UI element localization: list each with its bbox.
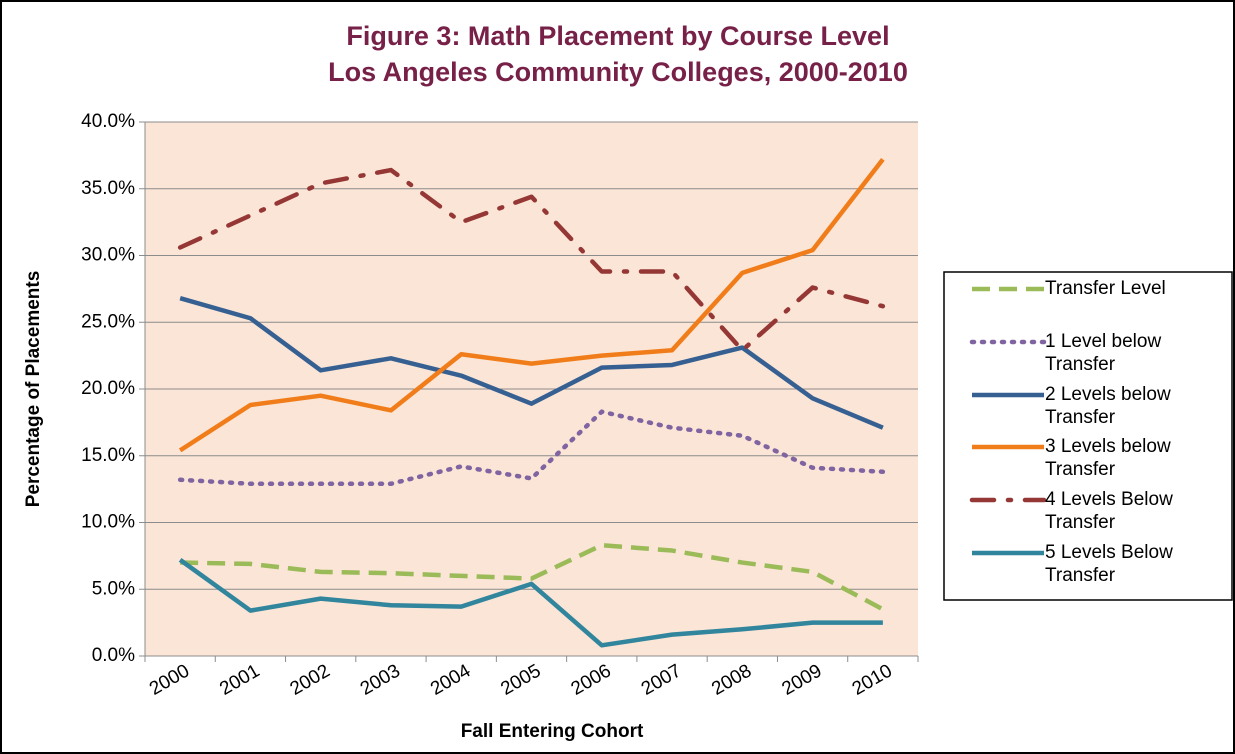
legend-box (943, 271, 1233, 601)
series-line (177, 167, 886, 353)
y-tick-label: 40.0% (81, 111, 135, 132)
series-line (178, 158, 885, 453)
legend-label: 4 Levels Below Transfer (1045, 489, 1173, 533)
y-tick-label: 35.0% (81, 178, 135, 199)
y-tick-label: 25.0% (81, 311, 135, 332)
x-axis-label: Fall Entering Cohort (461, 721, 644, 742)
y-tick-label: 0.0% (92, 645, 135, 666)
y-tick-label: 30.0% (81, 245, 135, 266)
legend-label: 5 Levels Below Transfer (1045, 542, 1173, 586)
y-tick-label: 10.0% (81, 512, 135, 533)
series-line (177, 409, 886, 487)
legend-label: Transfer Level (1045, 278, 1166, 299)
legend-label: 2 Levels below Transfer (1045, 384, 1171, 428)
y-axis-label: Percentage of Placements (23, 271, 44, 508)
legend-label: 1 Level below Transfer (1045, 331, 1162, 375)
y-tick-label: 5.0% (92, 578, 135, 599)
chart-title: Figure 3: Math Placement by Course Level (346, 21, 889, 51)
chart-subtitle: Los Angeles Community Colleges, 2000-201… (328, 57, 908, 87)
legend-label: 3 Levels below Transfer (1045, 436, 1171, 480)
series-line (180, 542, 884, 612)
y-tick-label: 15.0% (81, 445, 135, 466)
y-tick-label: 20.0% (81, 378, 135, 399)
series-line (179, 296, 884, 430)
series-line (178, 558, 883, 648)
